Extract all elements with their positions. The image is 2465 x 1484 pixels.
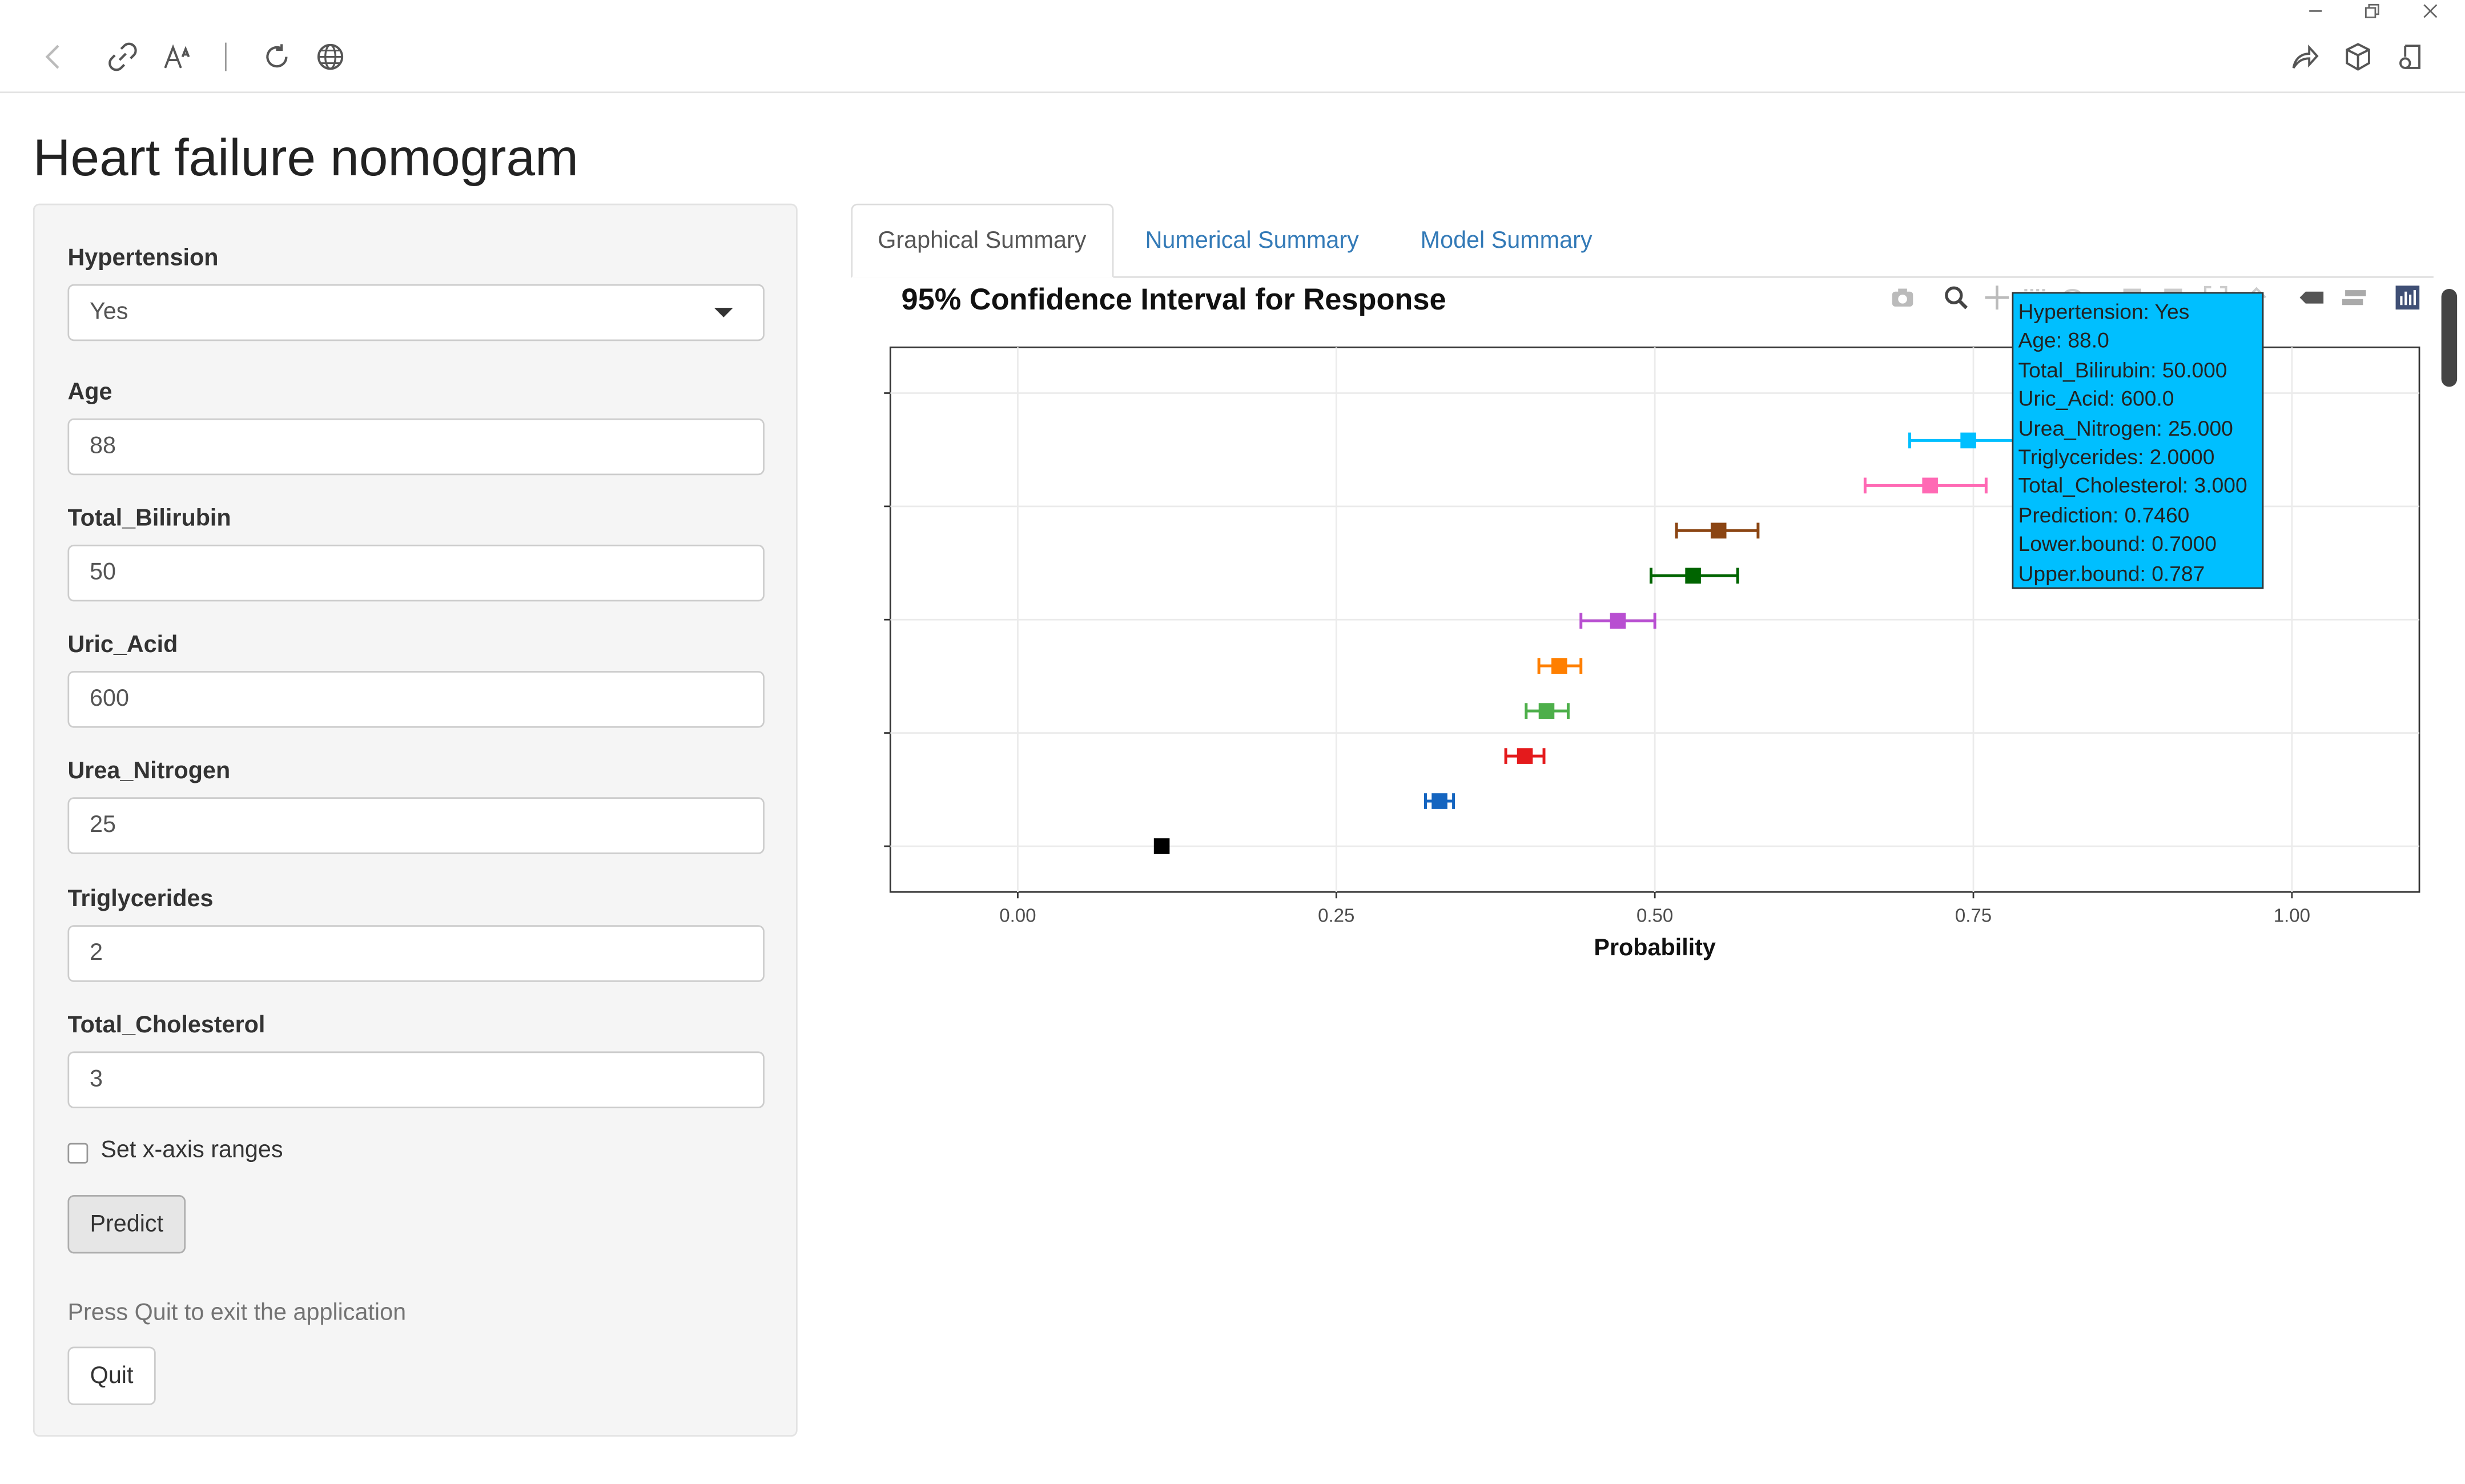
x-tick-label: 0.00 — [999, 906, 1036, 927]
tooltip-line: Lower.bound: 0.7000 — [2018, 532, 2217, 556]
hover-compare-icon[interactable] — [2338, 281, 2369, 312]
refresh-icon[interactable] — [258, 38, 296, 75]
autoscale-icon[interactable] — [2199, 281, 2230, 312]
urea-nitrogen-label: Urea_Nitrogen — [67, 758, 231, 785]
camera-icon[interactable] — [1886, 281, 1917, 312]
close-icon[interactable] — [2416, 0, 2445, 22]
x-ticks: 0.00 0.25 0.50 0.75 1.00 — [999, 892, 2310, 927]
age-input[interactable]: 88 — [67, 418, 765, 476]
y-ticks — [884, 392, 891, 847]
uric-acid-input[interactable]: 600 — [67, 671, 765, 728]
prediction-point — [1710, 522, 1727, 539]
x-tick-label: 0.50 — [1636, 906, 1673, 927]
extensions-icon[interactable] — [2339, 38, 2377, 75]
x-tick-label: 1.00 — [2274, 906, 2310, 927]
plotly-logo-icon[interactable] — [2391, 281, 2422, 312]
prediction-point — [1610, 613, 1626, 629]
tooltip-line: Prediction: 0.7460 — [2018, 503, 2190, 528]
prediction-point — [1922, 477, 1938, 494]
tooltip-line: Uric_Acid: 600.0 — [2018, 387, 2174, 411]
link-icon[interactable] — [104, 38, 142, 75]
tab-graphical-summary[interactable]: Graphical Summary — [851, 203, 1113, 278]
predict-button[interactable]: Predict — [67, 1195, 186, 1254]
total-cholesterol-input[interactable]: 3 — [67, 1051, 765, 1108]
triglycerides-label: Triglycerides — [67, 886, 214, 913]
triglycerides-input[interactable]: 2 — [67, 925, 765, 982]
total-cholesterol-label: Total_Cholesterol — [67, 1012, 266, 1039]
hypertension-select[interactable]: Yes — [67, 284, 765, 341]
prediction-point — [1685, 568, 1701, 584]
chart-title: 95% Confidence Interval for Response — [901, 284, 1446, 317]
uric-acid-label: Uric_Acid — [67, 631, 178, 658]
tooltip-line: Hypertension: Yes — [2018, 300, 2190, 324]
quit-button[interactable]: Quit — [67, 1346, 156, 1405]
hover-closest-icon[interactable] — [2295, 281, 2326, 312]
tooltip-line: Urea_Nitrogen: 25.000 — [2018, 416, 2233, 440]
zoom-icon[interactable] — [1940, 281, 1971, 312]
tooltip-line: Triglycerides: 2.0000 — [2018, 445, 2215, 469]
tab-numerical-summary[interactable]: Numerical Summary — [1145, 226, 1359, 254]
hypertension-value: Yes — [90, 298, 128, 325]
tooltip-line: Total_Bilirubin: 50.000 — [2018, 358, 2227, 382]
minimize-icon[interactable] — [2301, 0, 2330, 22]
x-tick-label: 0.75 — [1955, 906, 1992, 927]
tooltip-line: Total_Cholesterol: 3.000 — [2018, 474, 2247, 498]
tab-model-summary[interactable]: Model Summary — [1420, 226, 1593, 254]
reading-list-icon[interactable] — [2392, 38, 2430, 75]
prediction-point — [1517, 748, 1533, 764]
x-axis-range-checkbox[interactable] — [67, 1143, 89, 1164]
prediction-point — [1431, 793, 1447, 809]
hypertension-label: Hypertension — [67, 244, 219, 272]
prediction-point — [1538, 703, 1555, 719]
sidebar-panel: Hypertension Yes Age 88 Total_Bilirubin … — [33, 203, 798, 1437]
age-label: Age — [67, 379, 112, 406]
tooltip-line: Age: 88.0 — [2018, 329, 2109, 353]
browser-toolbar — [0, 0, 2465, 94]
read-aloud-icon[interactable] — [159, 38, 196, 75]
globe-icon[interactable] — [311, 38, 349, 75]
share-icon[interactable] — [2286, 38, 2323, 75]
urea-nitrogen-input[interactable]: 25 — [67, 797, 765, 854]
total-bilirubin-input[interactable]: 50 — [67, 544, 765, 602]
prediction-point — [1153, 838, 1170, 854]
back-icon[interactable] — [35, 38, 73, 75]
page-title: Heart failure nomogram — [33, 127, 578, 187]
tooltip-line: Upper.bound: 0.787 — [2018, 561, 2205, 585]
chevron-down-icon — [714, 308, 733, 317]
total-bilirubin-label: Total_Bilirubin — [67, 505, 231, 532]
hover-tooltip: Hypertension: Yes Age: 88.0 Total_Biliru… — [2012, 292, 2264, 589]
x-axis-range-label[interactable]: Set x-axis ranges — [100, 1136, 283, 1164]
prediction-point — [1551, 658, 1567, 674]
restore-icon[interactable] — [2358, 0, 2387, 22]
scrollbar-thumb[interactable] — [2441, 288, 2458, 387]
prediction-point — [1960, 432, 1976, 449]
pan-icon[interactable] — [1980, 281, 2012, 312]
x-axis-label: Probability — [1594, 934, 1716, 962]
x-tick-label: 0.25 — [1318, 906, 1354, 927]
toolbar-divider — [224, 42, 227, 71]
quit-help-text: Press Quit to exit the application — [67, 1299, 407, 1326]
tab-bar: Graphical Summary Numerical Summary Mode… — [851, 203, 2434, 278]
